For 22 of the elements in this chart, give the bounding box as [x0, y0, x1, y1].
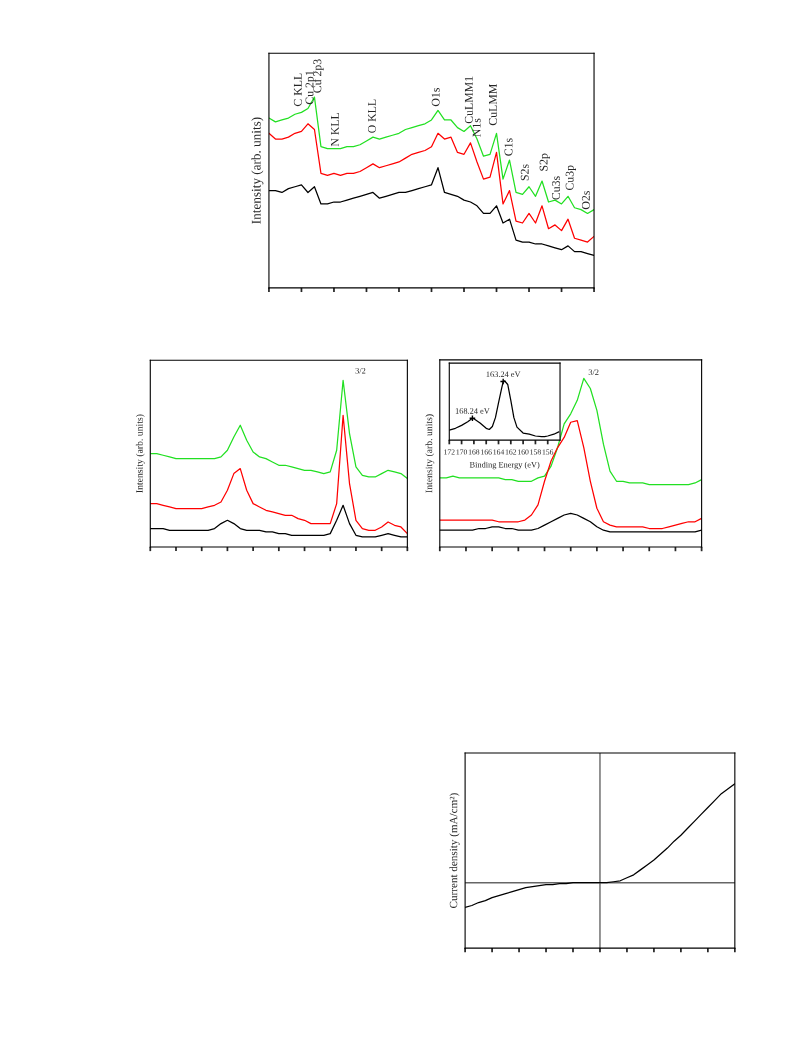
y-axis-title: Current density (mA/cm²) [449, 793, 460, 908]
annotation: O1s [431, 88, 440, 107]
text: 3/2 [588, 369, 599, 376]
text: 3/2 [355, 367, 366, 374]
annotation: CuLMM [488, 84, 497, 126]
annotation: 163.24 eV [486, 371, 521, 378]
annotation: C1s [504, 138, 513, 156]
y-axis-title: Intensity (arb. units) [425, 414, 435, 493]
annotation: CuLMM1 [464, 76, 473, 124]
annotation: Cu3p [565, 165, 576, 191]
annotation: C KLL [293, 73, 302, 107]
annotation: O2s [581, 191, 590, 210]
annotation: S2p [539, 153, 550, 171]
x-axis-title: Binding Energy (eV) [469, 461, 540, 470]
annotation: N1s [472, 118, 481, 137]
annotation: 168.24 eV [455, 408, 490, 414]
annotation: S2s [520, 164, 529, 181]
annotation: Cu3s [552, 176, 560, 200]
annotation: O KLL [367, 99, 376, 133]
annotation: N KLL [331, 112, 339, 147]
y-axis-title: Intensity (arb. units) [135, 414, 145, 493]
y-axis-title: Intensity (arb. units) [251, 117, 264, 224]
